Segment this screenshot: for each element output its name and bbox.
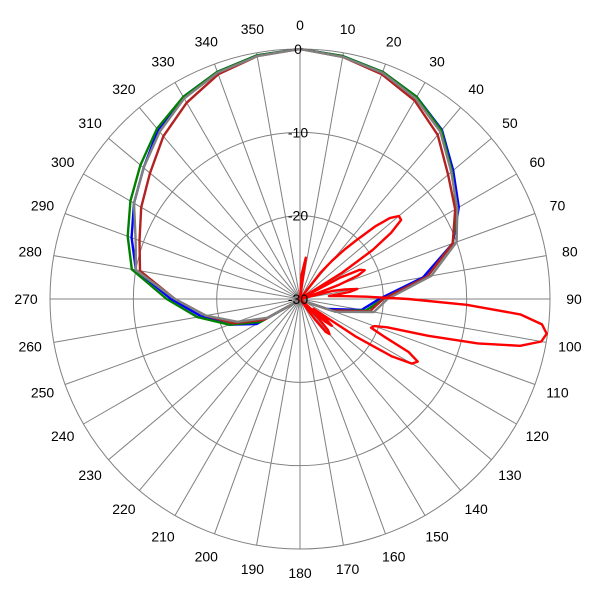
angle-tick-label: 10 xyxy=(340,21,356,37)
radial-tick-label: -20 xyxy=(288,208,308,224)
radial-tick-labels: 0 -10 -20 -30 xyxy=(288,41,308,307)
grid-spoke-30 xyxy=(299,82,426,300)
grid-spoke-200 xyxy=(214,298,301,535)
angle-tick-label: 290 xyxy=(31,197,55,213)
angle-tick-label: 230 xyxy=(78,467,102,483)
angle-tick-label: 190 xyxy=(241,561,265,577)
radial-tick-label: 0 xyxy=(294,41,302,57)
angle-tick-label: 250 xyxy=(31,385,55,401)
angle-tick-label: 340 xyxy=(195,34,219,50)
angle-tick-label: 140 xyxy=(464,501,488,517)
angular-tick-labels: 0 10 20 30 40 50 60 70 80 90 100 110 120 130 140 150 160… xyxy=(14,17,582,581)
angle-tick-label: 100 xyxy=(558,339,582,355)
radial-tick-label: -30 xyxy=(288,291,308,307)
angle-tick-label: 180 xyxy=(288,565,312,581)
grid-spoke-260 xyxy=(53,298,301,343)
angle-tick-label: 30 xyxy=(429,54,445,70)
angle-tick-label: 270 xyxy=(14,291,38,307)
series-line-4 xyxy=(298,214,548,365)
angle-tick-label: 0 xyxy=(296,17,304,33)
grid-spoke-220 xyxy=(138,298,301,491)
angle-tick-label: 240 xyxy=(51,428,75,444)
angle-tick-label: 220 xyxy=(112,501,136,517)
grid-spoke-320 xyxy=(138,107,301,300)
angle-tick-label: 110 xyxy=(546,385,569,401)
series-line-3 xyxy=(132,47,459,323)
grid-spoke-170 xyxy=(299,298,344,546)
grid-spoke-140 xyxy=(299,298,462,491)
grid-spoke-250 xyxy=(64,298,301,385)
grid-spoke-340 xyxy=(214,63,301,300)
grid-spoke-10 xyxy=(299,52,344,300)
angle-tick-label: 50 xyxy=(502,115,518,131)
grid-spoke-100 xyxy=(299,298,547,343)
grid-spoke-330 xyxy=(174,82,301,300)
angle-tick-label: 330 xyxy=(151,54,175,70)
angle-tick-label: 90 xyxy=(566,291,582,307)
angle-tick-label: 300 xyxy=(51,154,75,170)
angle-tick-label: 260 xyxy=(18,339,42,355)
grid-spoke-150 xyxy=(299,298,426,516)
angle-tick-label: 170 xyxy=(336,561,360,577)
grid-spoke-300 xyxy=(83,173,301,300)
series-group xyxy=(126,47,548,365)
angle-tick-label: 160 xyxy=(382,548,406,564)
angle-tick-label: 70 xyxy=(550,197,566,213)
angle-tick-label: 130 xyxy=(498,467,522,483)
angle-tick-label: 310 xyxy=(78,115,102,131)
angle-tick-label: 40 xyxy=(468,81,484,97)
grid-spoke-50 xyxy=(299,137,492,300)
grid-spoke-230 xyxy=(108,298,301,461)
angle-tick-label: 60 xyxy=(530,154,546,170)
angle-tick-label: 120 xyxy=(526,428,550,444)
grid-spoke-160 xyxy=(299,298,386,535)
angle-tick-label: 350 xyxy=(241,21,265,37)
grid-spoke-20 xyxy=(299,63,386,300)
angle-tick-label: 280 xyxy=(18,243,42,259)
grid-spoke-280 xyxy=(53,255,301,300)
grid-spoke-210 xyxy=(174,298,301,516)
radial-tick-label: -10 xyxy=(288,124,308,140)
grid-spoke-190 xyxy=(256,298,301,546)
grid-spoke-110 xyxy=(299,298,536,385)
angle-tick-label: 210 xyxy=(151,528,175,544)
angle-tick-label: 200 xyxy=(195,548,219,564)
angle-tick-label: 320 xyxy=(112,81,136,97)
grid-spoke-290 xyxy=(64,213,301,300)
grid-spoke-350 xyxy=(256,52,301,300)
angle-tick-label: 150 xyxy=(425,528,449,544)
grid-spoke-60 xyxy=(299,173,517,300)
angle-tick-label: 80 xyxy=(562,243,578,259)
angle-tick-label: 20 xyxy=(386,34,402,50)
